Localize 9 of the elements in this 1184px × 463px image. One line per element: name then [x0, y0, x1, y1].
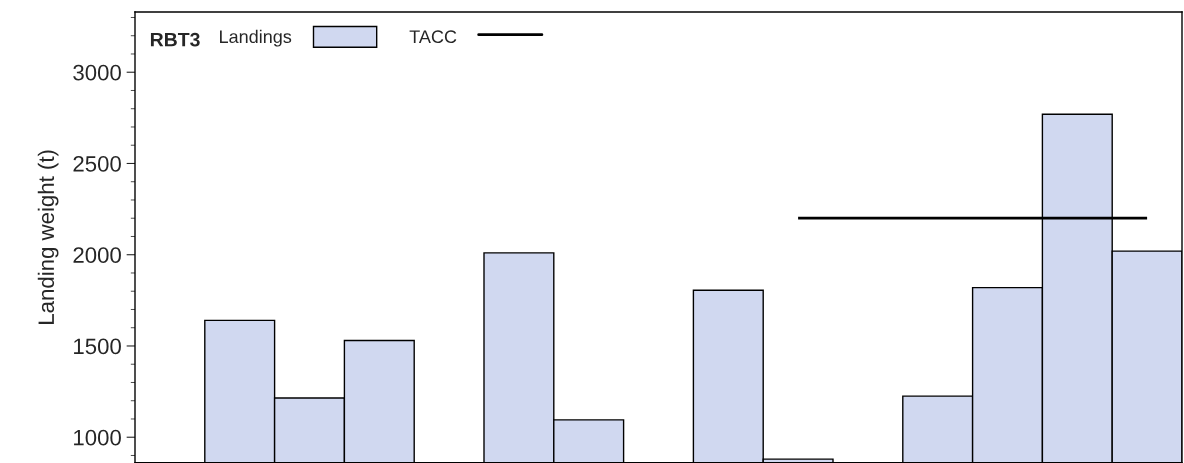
y-tick-label: 2500 [73, 156, 121, 172]
y-tick-label: 3000 [73, 64, 121, 81]
y-tick-label: 1000 [74, 429, 121, 446]
y-tick-label: 1500 [74, 338, 121, 355]
legend-title: RBT3 [150, 32, 200, 47]
y-axis-title: Landing weight (t) [37, 150, 59, 324]
y-tick-label: 2000 [73, 247, 121, 263]
legend-label: Landings [220, 29, 292, 47]
legend-label: TACC [409, 30, 457, 44]
